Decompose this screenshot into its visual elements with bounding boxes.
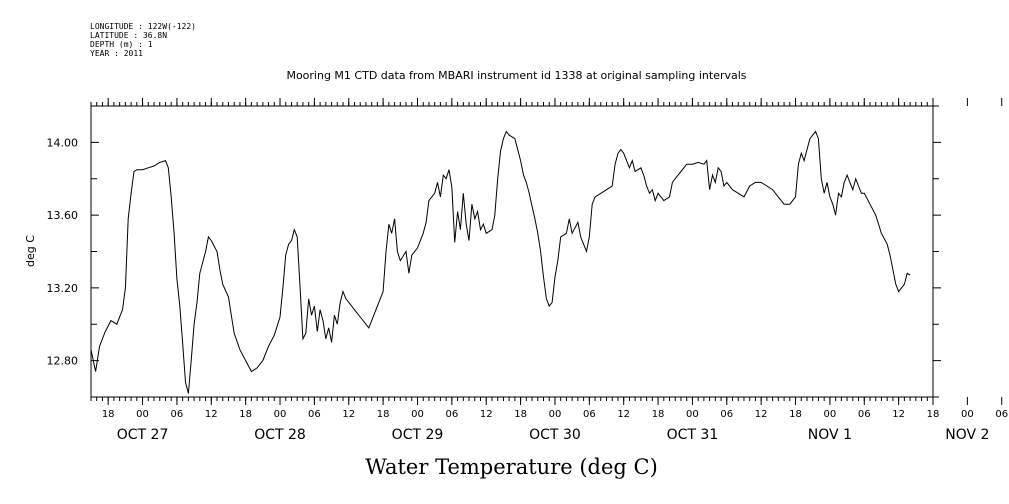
x-tick-label: 18 — [927, 409, 940, 420]
plot-frame — [90, 105, 934, 398]
series-line-water-temperature — [90, 130, 911, 394]
metadata-block: LONGITUDE : 122W(-122) LATITUDE : 36.8N … — [90, 22, 196, 58]
depth-text: DEPTH (m) : 1 — [90, 40, 153, 49]
year-text: YEAR : 2011 — [90, 49, 143, 58]
x-tick-label: 00 — [961, 409, 974, 420]
x-axis: 18 00 06 12 18 00 06 12 18 00 06 12 18 00 06 12 18 00 06 12… — [102, 98, 1008, 443]
x-tick-label: 12 — [205, 409, 218, 420]
x-tick-label: 06 — [858, 409, 871, 420]
x-tick-label: 06 — [995, 409, 1008, 420]
x-tick-label: 00 — [274, 409, 287, 420]
y-tick-label: 14.00 — [47, 136, 79, 149]
x-date-label: OCT 27 — [117, 427, 169, 443]
x-date-label: OCT 31 — [667, 427, 719, 443]
x-tick-label: 06 — [171, 409, 184, 420]
x-tick-label: 00 — [136, 409, 149, 420]
x-tick-label: 18 — [514, 409, 527, 420]
y-axis: 12.80 13.20 13.60 14.00 — [47, 105, 941, 398]
y-tick-label: 13.20 — [47, 282, 79, 295]
x-tick-label: 12 — [342, 409, 355, 420]
y-axis-label: deg C — [24, 235, 37, 267]
chart-title: Mooring M1 CTD data from MBARI instrumen… — [286, 69, 747, 82]
x-date-label: OCT 30 — [529, 427, 581, 443]
x-tick-label: 00 — [549, 409, 562, 420]
x-tick-label: 12 — [617, 409, 630, 420]
x-tick-label: 00 — [686, 409, 699, 420]
x-tick-label: 06 — [583, 409, 596, 420]
x-tick-label: 12 — [892, 409, 905, 420]
x-tick-label: 18 — [102, 409, 115, 420]
x-date-label: NOV 1 — [808, 427, 852, 443]
x-tick-label: 00 — [411, 409, 424, 420]
longitude-text: LONGITUDE : 122W(-122) — [90, 22, 196, 31]
x-tick-label: 18 — [377, 409, 390, 420]
x-tick-label: 18 — [652, 409, 665, 420]
x-tick-label: 06 — [308, 409, 321, 420]
x-tick-label: 12 — [480, 409, 493, 420]
latitude-text: LATITUDE : 36.8N — [90, 31, 168, 40]
x-tick-label: 12 — [755, 409, 768, 420]
x-tick-label: 18 — [789, 409, 802, 420]
x-tick-label: 06 — [445, 409, 458, 420]
x-tick-label: 00 — [824, 409, 837, 420]
y-tick-label: 12.80 — [47, 355, 79, 368]
x-date-label: OCT 29 — [392, 427, 444, 443]
x-tick-label: 06 — [720, 409, 733, 420]
y-tick-label: 13.60 — [47, 209, 79, 222]
x-axis-label: Water Temperature (deg C) — [365, 455, 658, 479]
x-date-label: NOV 2 — [945, 427, 989, 443]
x-date-label: OCT 28 — [254, 427, 306, 443]
x-tick-label: 18 — [239, 409, 252, 420]
